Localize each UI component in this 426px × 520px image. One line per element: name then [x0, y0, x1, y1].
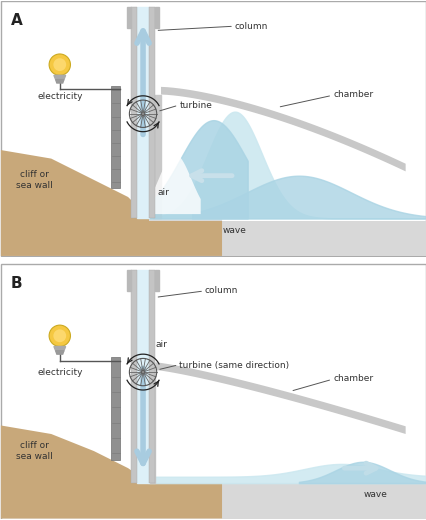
Polygon shape — [155, 362, 405, 434]
Circle shape — [141, 112, 144, 115]
Circle shape — [53, 58, 66, 71]
Polygon shape — [55, 350, 64, 354]
Polygon shape — [1, 150, 222, 256]
Text: wave: wave — [363, 489, 387, 499]
Text: cliff or
sea wall: cliff or sea wall — [16, 441, 52, 461]
Polygon shape — [153, 95, 161, 218]
Text: air: air — [158, 188, 170, 198]
Polygon shape — [111, 86, 120, 188]
Circle shape — [53, 329, 66, 342]
Text: chamber: chamber — [332, 374, 372, 383]
Text: column: column — [234, 22, 268, 31]
Text: chamber: chamber — [332, 90, 372, 99]
Polygon shape — [155, 7, 159, 29]
Text: A: A — [11, 14, 23, 29]
Polygon shape — [148, 269, 155, 483]
Polygon shape — [155, 269, 159, 291]
Polygon shape — [127, 269, 130, 291]
Circle shape — [49, 325, 70, 346]
Polygon shape — [147, 370, 155, 483]
Text: wave: wave — [222, 226, 246, 235]
Polygon shape — [54, 346, 66, 350]
Polygon shape — [111, 357, 120, 460]
Polygon shape — [153, 154, 200, 214]
Circle shape — [141, 370, 144, 374]
Text: electricity: electricity — [37, 368, 82, 377]
Polygon shape — [137, 7, 148, 218]
Polygon shape — [127, 7, 130, 29]
Text: turbine (same direction): turbine (same direction) — [179, 361, 289, 370]
Polygon shape — [137, 269, 148, 483]
Polygon shape — [55, 80, 64, 83]
Circle shape — [49, 54, 70, 75]
Polygon shape — [1, 425, 222, 518]
Polygon shape — [130, 7, 137, 218]
Polygon shape — [148, 7, 155, 218]
Text: cliff or
sea wall: cliff or sea wall — [16, 170, 52, 190]
Polygon shape — [149, 218, 222, 220]
Polygon shape — [222, 483, 425, 518]
Text: electricity: electricity — [37, 93, 82, 101]
Text: air: air — [155, 340, 167, 349]
Polygon shape — [54, 75, 66, 80]
Text: column: column — [204, 287, 238, 295]
Polygon shape — [161, 87, 405, 172]
Polygon shape — [222, 220, 425, 256]
Text: B: B — [11, 276, 22, 291]
Polygon shape — [130, 269, 137, 483]
Text: turbine: turbine — [179, 101, 212, 110]
